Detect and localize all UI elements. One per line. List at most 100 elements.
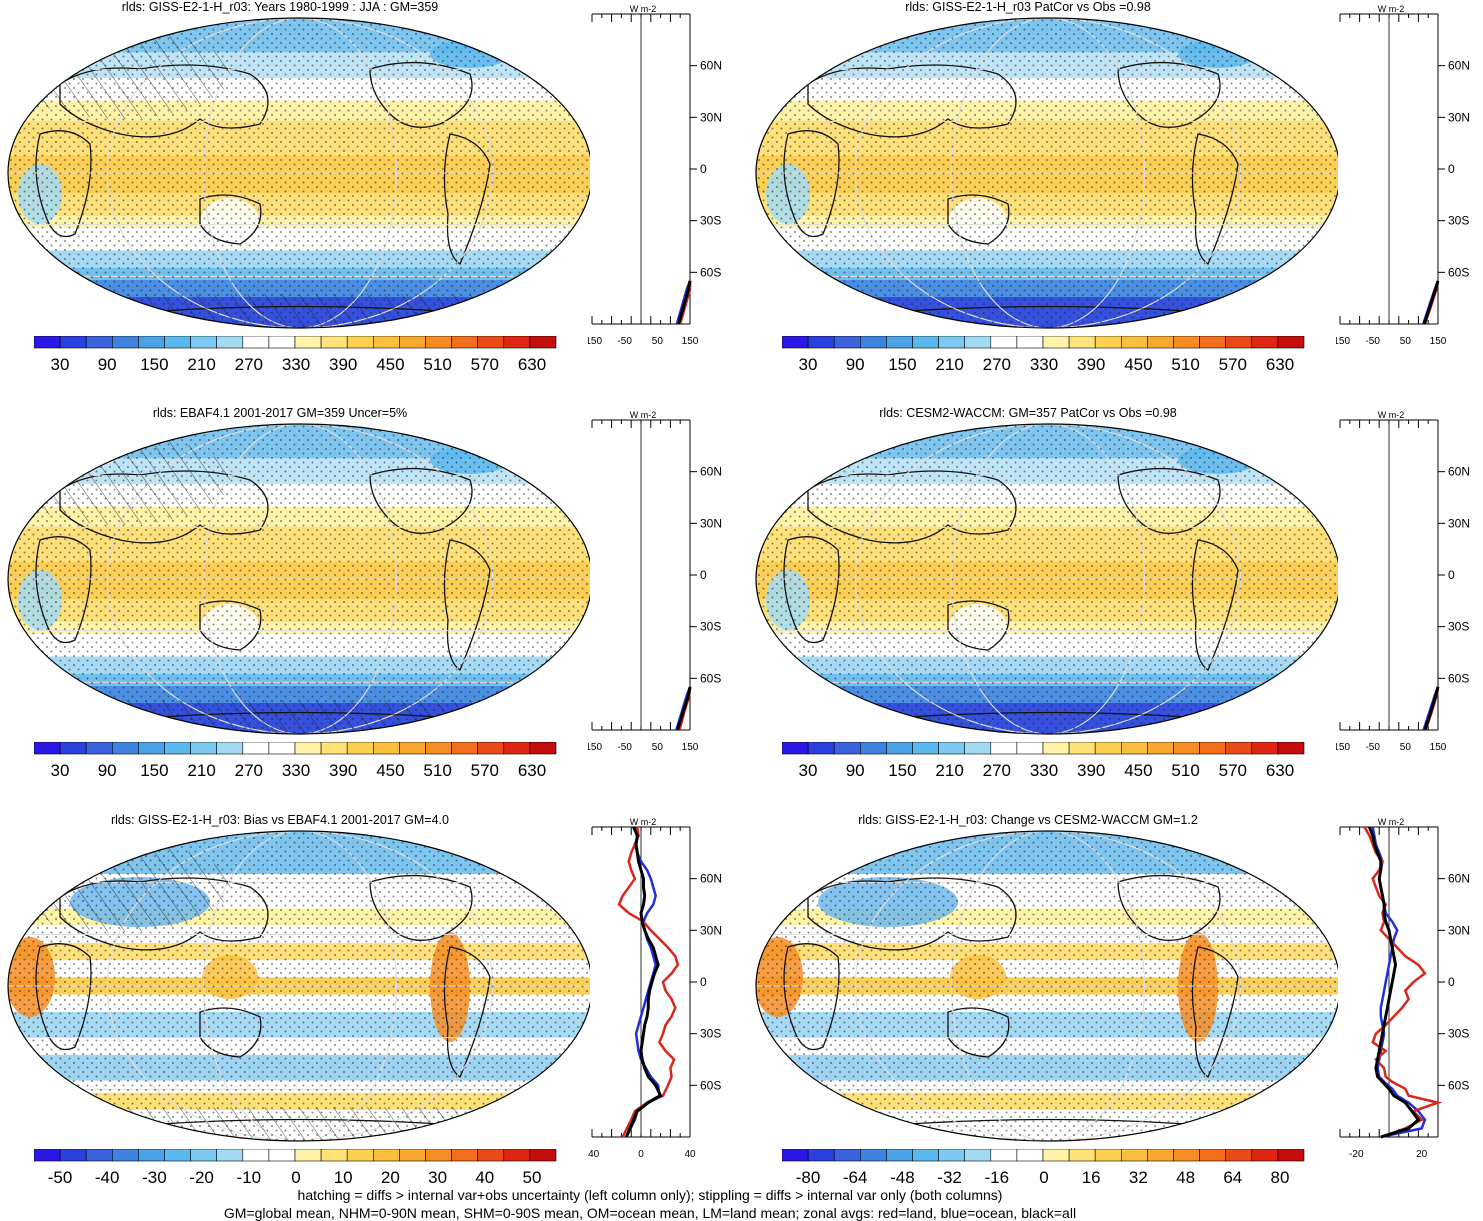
colorbar <box>34 336 557 349</box>
colorbar-swatch <box>372 336 400 349</box>
colorbar-swatch <box>190 1149 218 1162</box>
colorbar-swatch <box>294 1149 322 1162</box>
colorbar-swatch <box>425 1149 452 1162</box>
colorbar-swatch <box>1016 336 1044 349</box>
panel-title: rlds: GISS-E2-1-H_r03: Years 1980-1999 :… <box>121 0 439 14</box>
zonal-mean-plot: 60N 30N 0 30S 60S -150 -50 50 150 W m-2 <box>1336 410 1470 753</box>
colorbar-tick-label: 30 <box>50 355 70 374</box>
lat-tick-label: 30S <box>1448 1027 1469 1041</box>
colorbar-swatch <box>912 742 939 755</box>
colorbar-tick-label: 390 <box>1077 355 1106 374</box>
colorbar-swatch <box>1251 336 1279 349</box>
colorbar-swatch <box>320 1149 348 1162</box>
colorbar-swatch <box>860 742 887 755</box>
lat-tick-label: 30S <box>700 214 721 228</box>
colorbar-swatch <box>990 1149 1018 1162</box>
colorbar-swatch <box>964 336 992 349</box>
colorbar-tick-label: -40 <box>94 1168 120 1187</box>
colorbar <box>782 742 1305 755</box>
colorbar-swatch <box>1120 742 1148 755</box>
colorbar-tick-label: 450 <box>1124 355 1153 374</box>
colorbar-tick-label: 330 <box>1029 761 1059 780</box>
map-border <box>7 423 590 735</box>
colorbar-tick-label: 20 <box>380 1168 400 1187</box>
colorbar-swatch <box>938 336 966 349</box>
colorbar-swatch <box>425 742 452 755</box>
map-field <box>756 18 1338 328</box>
lat-tick-label: 30N <box>1448 516 1470 530</box>
colorbar-swatch <box>1042 336 1070 349</box>
colorbar-swatch <box>372 1149 400 1162</box>
colorbar-swatch <box>1120 1149 1148 1162</box>
colorbar-tick-label: 64 <box>1223 1168 1243 1187</box>
colorbar-swatch <box>477 336 505 349</box>
colorbar-swatch <box>451 336 479 349</box>
map-plot <box>7 17 590 329</box>
zonal-unit-label: W m-2 <box>630 817 657 827</box>
colorbar-swatch <box>1120 336 1148 349</box>
map-border <box>7 17 590 329</box>
zonal-line-all <box>677 280 692 325</box>
lat-tick-label: 30N <box>1448 110 1470 124</box>
colorbar-swatch <box>1173 336 1200 349</box>
colorbar-swatch <box>451 1149 479 1162</box>
colorbar-swatch <box>59 742 87 755</box>
colorbar <box>782 1149 1305 1162</box>
colorbar-tick-label: 150 <box>140 355 169 374</box>
colorbar-tick-label: 330 <box>281 355 311 374</box>
colorbar-swatch <box>886 1149 913 1162</box>
lat-tick-label: 0 <box>700 568 707 582</box>
colorbar-tick-label: 16 <box>1081 1168 1101 1187</box>
zonal-mean-plot: 60N 30N 0 30S 60S -20 20 W m-2 <box>1339 817 1470 1160</box>
zonal-x-tick-label: 20 <box>1416 1149 1428 1160</box>
colorbar-tick-label: 210 <box>187 355 216 374</box>
colorbar-tick-label: -10 <box>236 1168 262 1187</box>
colorbar-tick-label: 90 <box>97 761 117 780</box>
colorbar-swatch <box>964 1149 992 1162</box>
colorbar-swatch <box>242 1149 270 1162</box>
colorbar-swatch <box>372 742 400 755</box>
zonal-line-all <box>1422 280 1440 325</box>
colorbar-tick-label: 90 <box>845 761 865 780</box>
colorbar-swatch <box>425 336 452 349</box>
map-field <box>8 18 590 328</box>
lat-tick-label: 60N <box>1448 59 1470 73</box>
colorbar-swatch <box>399 336 426 349</box>
colorbar-swatch <box>34 336 61 349</box>
colorbar-tick-label: 0 <box>1039 1168 1049 1187</box>
zonal-line-land <box>1363 826 1443 1139</box>
colorbar-tick-label: -30 <box>142 1168 167 1187</box>
map-border <box>755 830 1338 1142</box>
colorbar-tick-label: 210 <box>935 355 964 374</box>
colorbar-tick-label: 570 <box>1218 355 1247 374</box>
colorbar-swatch <box>1068 742 1096 755</box>
zonal-x-tick-label: 50 <box>652 742 664 753</box>
colorbar-swatch <box>886 336 913 349</box>
colorbar-swatch <box>268 1149 296 1162</box>
colorbar-tick-label: -32 <box>937 1168 962 1187</box>
colorbar-swatch <box>320 742 348 755</box>
colorbar-swatch <box>1277 336 1305 349</box>
colorbar-tick-label: -48 <box>890 1168 915 1187</box>
colorbar-labels: 30 90 150 210 270 330 390 450 510 570 630 <box>782 355 1304 377</box>
colorbar-swatch <box>1147 1149 1174 1162</box>
colorbar-tick-label: 150 <box>888 355 917 374</box>
colorbar-swatch <box>268 742 296 755</box>
lat-tick-label: 30S <box>1448 620 1469 634</box>
colorbar-labels: 30 90 150 210 270 330 390 450 510 570 630 <box>34 761 556 783</box>
colorbar-tick-label: 10 <box>333 1168 353 1187</box>
colorbar <box>34 1149 557 1162</box>
lat-tick-label: 30S <box>700 620 721 634</box>
colorbar-swatch <box>34 1149 61 1162</box>
colorbar-swatch <box>1094 742 1122 755</box>
colorbar-swatch <box>886 742 913 755</box>
colorbar-tick-label: 270 <box>234 761 263 780</box>
colorbar-tick-label: 390 <box>1077 761 1106 780</box>
colorbar-swatch <box>1251 742 1279 755</box>
colorbar-swatch <box>1042 1149 1070 1162</box>
colorbar-tick-label: 570 <box>470 761 499 780</box>
panel-title: rlds: CESM2-WACCM: GM=357 PatCor vs Obs … <box>879 406 1177 420</box>
zonal-unit-label: W m-2 <box>630 410 657 420</box>
panel-title: rlds: GISS-E2-1-H_r03: Change vs CESM2-W… <box>858 813 1198 827</box>
panel-title: rlds: GISS-E2-1-H_r03 PatCor vs Obs =0.9… <box>905 0 1151 14</box>
